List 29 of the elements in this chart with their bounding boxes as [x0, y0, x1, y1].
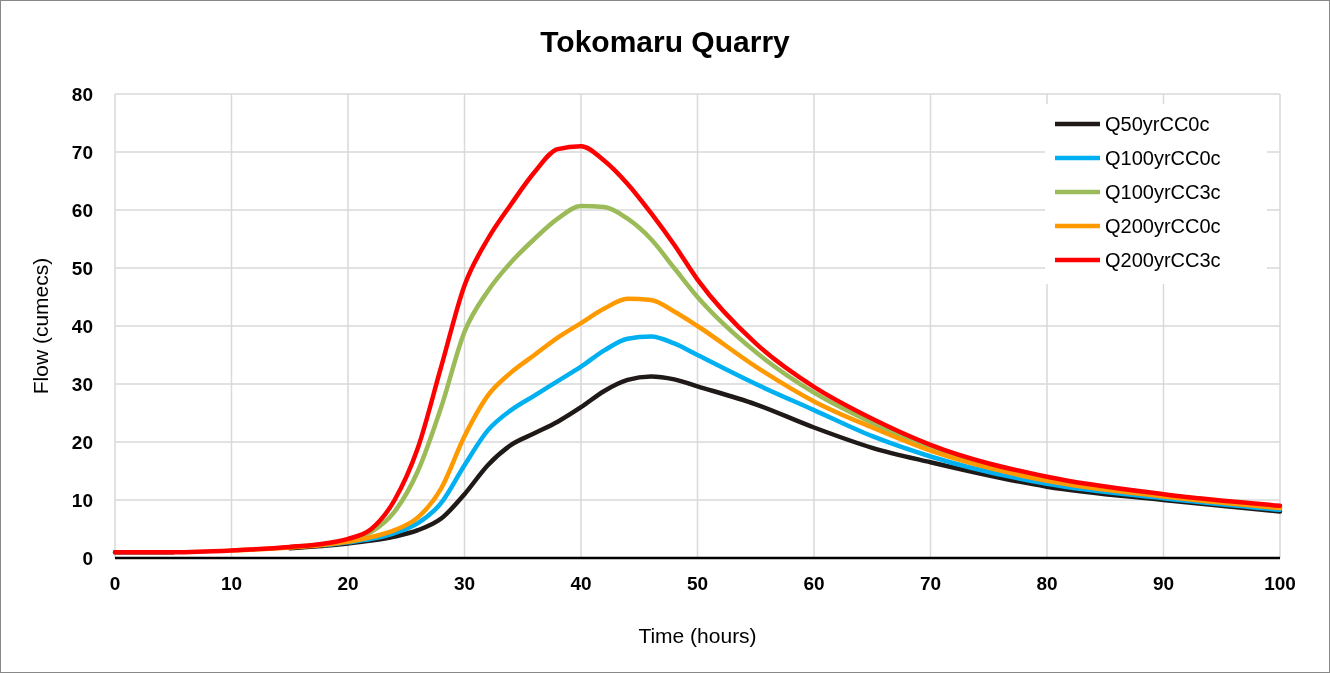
legend-label: Q100yrCC0c [1105, 147, 1221, 169]
x-tick-label: 80 [1036, 573, 1058, 594]
x-tick-label: 30 [453, 573, 476, 594]
chart-title: Tokomaru Quarry [540, 25, 791, 58]
x-tick-label: 20 [337, 573, 359, 594]
legend-label: Q200yrCC0c [1105, 215, 1221, 237]
x-tick-label: 50 [686, 573, 709, 594]
x-tick-label: 40 [570, 573, 592, 594]
y-tick-label: 80 [71, 84, 93, 105]
legend-label: Q100yrCC3c [1105, 181, 1221, 203]
y-tick-label: 30 [71, 374, 93, 395]
y-axis-title: Flow (cumecs) [29, 257, 52, 395]
y-tick-label: 50 [71, 258, 93, 279]
legend-label: Q200yrCC3c [1105, 249, 1221, 271]
x-tick-label: 0 [109, 573, 121, 594]
y-tick-label: 20 [71, 432, 93, 453]
x-tick-label: 70 [919, 573, 942, 594]
y-tick-label: 0 [82, 548, 93, 569]
y-tick-label: 60 [71, 200, 93, 221]
x-tick-label: 100 [1264, 573, 1296, 594]
x-tick-label: 90 [1152, 573, 1175, 594]
y-tick-label: 70 [71, 142, 93, 163]
y-tick-label: 40 [71, 316, 93, 337]
line-series [112, 143, 1283, 555]
x-tick-label: 10 [220, 573, 243, 594]
x-axis-title: Time (hours) [638, 624, 757, 647]
legend-label: Q50yrCC0c [1105, 113, 1210, 135]
x-tick-label: 60 [803, 573, 825, 594]
y-tick-label: 10 [71, 490, 93, 511]
